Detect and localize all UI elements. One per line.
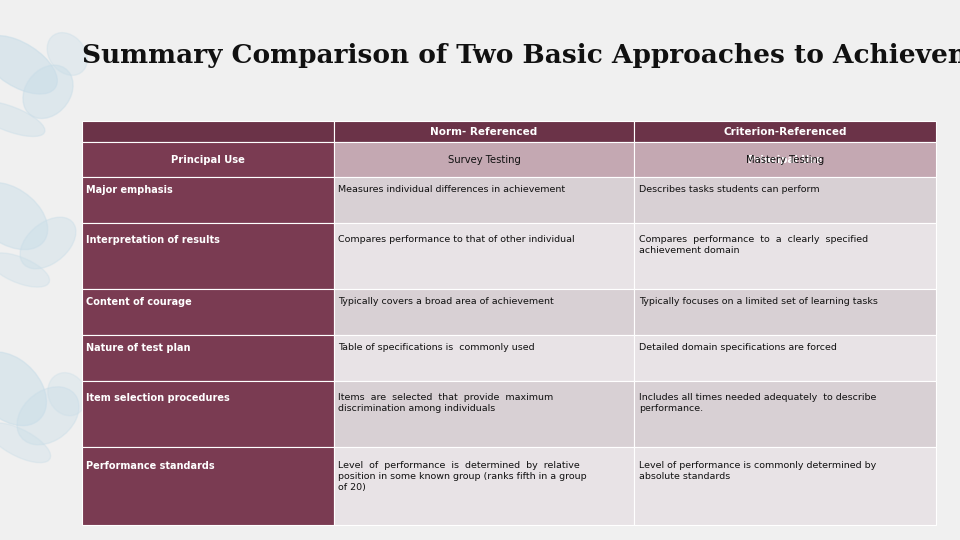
Bar — [334, 177, 635, 223]
Text: Mastery Testing: Mastery Testing — [746, 155, 825, 165]
Bar — [334, 223, 635, 289]
Bar — [334, 143, 635, 177]
Text: Detailed domain specifications are forced: Detailed domain specifications are force… — [639, 343, 837, 352]
Text: Includes all times needed adequately  to describe
performance.: Includes all times needed adequately to … — [639, 393, 876, 413]
Text: Typically covers a broad area of achievement: Typically covers a broad area of achieve… — [339, 297, 554, 306]
Bar — [82, 335, 334, 381]
Ellipse shape — [0, 352, 46, 426]
Ellipse shape — [20, 217, 76, 269]
Text: Level  of  performance  is  determined  by  relative
position in some known grou: Level of performance is determined by re… — [339, 461, 588, 492]
Bar — [635, 223, 936, 289]
Ellipse shape — [0, 36, 58, 94]
Text: Nature of test plan: Nature of test plan — [86, 343, 191, 353]
Ellipse shape — [47, 32, 87, 76]
Ellipse shape — [23, 65, 73, 118]
Text: Measures individual differences in achievement: Measures individual differences in achie… — [339, 185, 565, 194]
Text: Performance standards: Performance standards — [86, 461, 215, 471]
Bar — [334, 381, 635, 447]
Bar — [82, 122, 334, 143]
Text: Table of specifications is  commonly used: Table of specifications is commonly used — [339, 343, 535, 352]
Bar — [635, 381, 936, 447]
Bar — [334, 289, 635, 335]
Ellipse shape — [0, 183, 48, 249]
Text: Level of performance is commonly determined by
absolute standards: Level of performance is commonly determi… — [639, 461, 876, 481]
Text: Criterion-Referenced: Criterion-Referenced — [724, 127, 847, 137]
Bar — [82, 143, 334, 177]
Text: Survey Testing: Survey Testing — [447, 155, 520, 165]
Ellipse shape — [17, 387, 79, 445]
Bar — [635, 122, 936, 143]
Text: Interpretation of results: Interpretation of results — [86, 235, 220, 245]
Bar — [82, 381, 334, 447]
Ellipse shape — [0, 253, 50, 287]
Text: Content of courage: Content of courage — [86, 297, 192, 307]
Text: Compares  performance  to  a  clearly  specified
achievement domain: Compares performance to a clearly specif… — [639, 235, 869, 255]
Text: Typically focuses on a limited set of learning tasks: Typically focuses on a limited set of le… — [639, 297, 878, 306]
Text: Item selection procedures: Item selection procedures — [86, 393, 230, 402]
Bar — [82, 289, 334, 335]
Bar — [82, 447, 334, 525]
Bar — [635, 177, 936, 223]
Bar — [334, 447, 635, 525]
Text: Compares performance to that of other individual: Compares performance to that of other in… — [339, 235, 575, 244]
Bar — [82, 223, 334, 289]
Bar — [635, 143, 936, 177]
Ellipse shape — [0, 101, 45, 137]
Bar — [635, 289, 936, 335]
Bar — [334, 335, 635, 381]
Text: Items  are  selected  that  provide  maximum
discrimination among individuals: Items are selected that provide maximum … — [339, 393, 554, 413]
Bar — [635, 447, 936, 525]
Text: Norm- Referenced: Norm- Referenced — [430, 127, 538, 137]
Text: Principal Use: Principal Use — [748, 155, 822, 165]
Bar — [334, 122, 635, 143]
Ellipse shape — [48, 373, 86, 416]
Text: Describes tasks students can perform: Describes tasks students can perform — [639, 185, 820, 194]
Bar — [635, 335, 936, 381]
Text: Summary Comparison of Two Basic Approaches to Achievement: Summary Comparison of Two Basic Approach… — [82, 43, 960, 68]
Text: Major emphasis: Major emphasis — [86, 185, 173, 195]
Bar — [82, 177, 334, 223]
Text: Principal Use: Principal Use — [171, 155, 245, 165]
Ellipse shape — [0, 423, 51, 463]
